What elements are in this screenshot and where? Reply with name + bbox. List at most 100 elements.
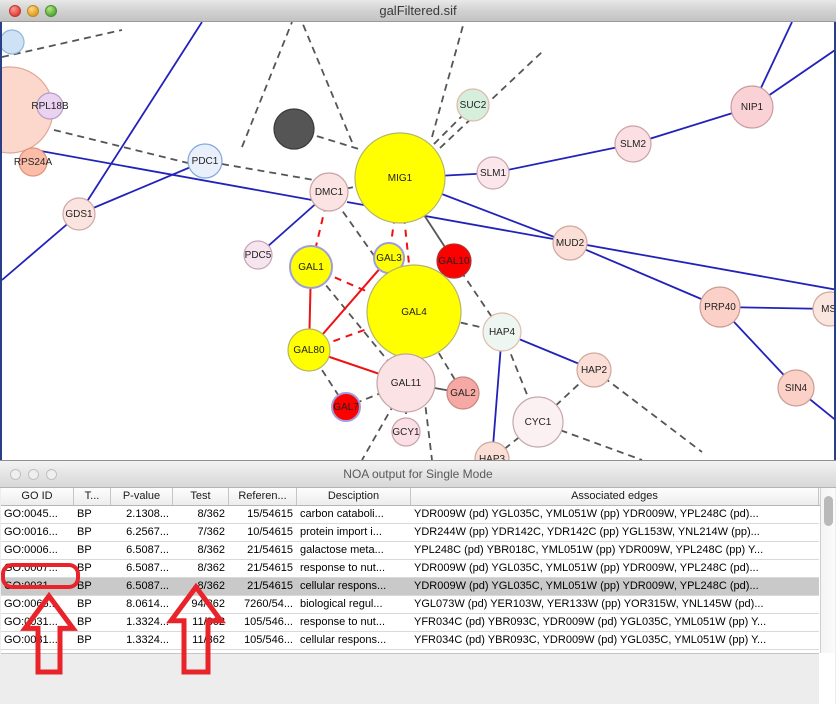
graph-edge[interactable] — [53, 129, 189, 164]
node-circle[interactable] — [273, 108, 315, 150]
column-header-go-id[interactable]: GO ID — [1, 488, 74, 505]
node-circle[interactable] — [436, 243, 472, 279]
table-body[interactable]: GO:0045... BP 2.1308... 8/362 15/54615 carbon… — [1, 506, 819, 653]
node-circle[interactable] — [289, 245, 333, 289]
node-circle[interactable] — [243, 240, 273, 270]
node-circle[interactable] — [187, 143, 223, 179]
table-row[interactable]: GO:0007... BP 6.5087... 8/362 21/54615 respon… — [1, 560, 819, 578]
dialog-maximize-button[interactable] — [46, 469, 57, 480]
node-circle[interactable] — [456, 88, 490, 122]
graph-node-hap2[interactable]: HAP2 — [576, 352, 612, 388]
table-row[interactable]: GO:0031... BP 1.3324... 11/362 105/546... res… — [1, 614, 819, 632]
graph-edge[interactable] — [491, 331, 503, 460]
column-header-associated-edges[interactable]: Associated edges — [411, 488, 819, 505]
node-circle[interactable] — [331, 392, 361, 422]
graph-edge[interactable] — [346, 201, 834, 291]
node-circle[interactable] — [287, 328, 331, 372]
graph-edge[interactable] — [241, 22, 293, 148]
graph-node-gal2[interactable]: GAL2 — [446, 376, 480, 410]
graph-edge[interactable] — [569, 242, 721, 308]
graph-node-suc2[interactable]: SUC2 — [456, 88, 490, 122]
column-header-desciption[interactable]: Desciption — [297, 488, 411, 505]
node-circle[interactable] — [512, 396, 564, 448]
graph-node-gcy1[interactable]: GCY1 — [391, 417, 421, 447]
minimize-button[interactable] — [27, 5, 39, 17]
table-vertical-scrollbar[interactable] — [820, 488, 835, 653]
table-scrollbar-thumb[interactable] — [824, 496, 833, 526]
graph-node-gal4[interactable]: GAL4 — [366, 264, 462, 360]
table-row[interactable]: GO:0006... BP 6.5087... 8/362 21/54615 galact… — [1, 542, 819, 560]
table-row[interactable]: GO:0065... BP 8.0614... 94/362 7260/54... bio… — [1, 596, 819, 614]
graph-edge[interactable] — [78, 160, 206, 215]
node-circle[interactable] — [730, 85, 774, 129]
node-circle[interactable] — [552, 225, 588, 261]
graph-node-gal1[interactable]: GAL1 — [289, 245, 333, 289]
dialog-close-button[interactable] — [10, 469, 21, 480]
node-circle[interactable] — [482, 312, 522, 352]
graph-node-hap3[interactable]: HAP3 — [474, 441, 510, 460]
network-graph[interactable]: RPL18BRPS24AGDS1PDC1PDC5DMC1MIG1SUC2SLM1… — [2, 22, 834, 460]
graph-node-mig1[interactable]: MIG1 — [354, 132, 446, 224]
close-button[interactable] — [9, 5, 21, 17]
graph-node-gal7[interactable]: GAL7 — [331, 392, 361, 422]
graph-edge[interactable] — [439, 51, 543, 149]
table-row[interactable]: GO:0045... BP 2.1308... 8/362 15/54615 carbon… — [1, 506, 819, 524]
graph-node-gds1[interactable]: GDS1 — [62, 197, 96, 231]
graph-node-prp40[interactable]: PRP40 — [699, 286, 741, 328]
node-circle[interactable] — [18, 147, 48, 177]
graph-node-gal11[interactable]: GAL11 — [376, 353, 436, 413]
graph-node-dmc1[interactable]: DMC1 — [309, 172, 349, 212]
node-circle[interactable] — [812, 291, 834, 327]
column-header-t[interactable]: T... — [74, 488, 111, 505]
column-header-referen[interactable]: Referen... — [229, 488, 297, 505]
node-circle[interactable] — [62, 197, 96, 231]
graph-edge[interactable] — [301, 22, 353, 143]
graph-node[interactable] — [273, 108, 315, 150]
graph-node-gal10[interactable]: GAL10 — [436, 243, 472, 279]
column-header-p-value[interactable]: P-value — [111, 488, 173, 505]
graph-node-gal80[interactable]: GAL80 — [287, 328, 331, 372]
node-circle[interactable] — [699, 286, 741, 328]
graph-edge[interactable] — [431, 22, 465, 138]
graph-edge[interactable] — [221, 163, 315, 181]
graph-node-mud2[interactable]: MUD2 — [552, 225, 588, 261]
table-row[interactable]: GO:0016... BP 6.2567... 7/362 10/54615 protei… — [1, 524, 819, 542]
graph-edge[interactable] — [2, 143, 313, 201]
node-circle[interactable] — [366, 264, 462, 360]
graph-node-cyc1[interactable]: CYC1 — [512, 396, 564, 448]
node-circle[interactable] — [777, 369, 815, 407]
node-circle[interactable] — [446, 376, 480, 410]
node-circle[interactable] — [36, 92, 64, 120]
node-circle[interactable] — [309, 172, 349, 212]
table-row[interactable]: GO:0031... BP 6.5087... 8/362 21/54615 cellul… — [1, 578, 819, 596]
network-canvas[interactable]: RPL18B RPS24A GDS1 PDC1 PDC5 DMC1 MIG1 SUC2 SLM1… — [0, 22, 836, 460]
graph-edge[interactable] — [78, 22, 203, 215]
cell-type: BP — [77, 598, 92, 610]
graph-node-slm1[interactable]: SLM1 — [476, 156, 510, 190]
node-circle[interactable] — [614, 125, 652, 163]
graph-node-pdc5[interactable]: PDC5 — [243, 240, 273, 270]
graph-edge[interactable] — [593, 369, 703, 453]
graph-node-hap4[interactable]: HAP4 — [482, 312, 522, 352]
maximize-button[interactable] — [45, 5, 57, 17]
node-circle[interactable] — [474, 441, 510, 460]
node-circle[interactable] — [376, 353, 436, 413]
node-circle[interactable] — [576, 352, 612, 388]
graph-node-slm2[interactable]: SLM2 — [614, 125, 652, 163]
table-row[interactable]: GO:0031... BP 1.3324... 11/362 105/546... cel… — [1, 632, 819, 650]
column-header-test[interactable]: Test — [173, 488, 229, 505]
graph-node-sin4[interactable]: SIN4 — [777, 369, 815, 407]
graph-edge[interactable] — [2, 29, 123, 58]
graph-edge[interactable] — [492, 143, 634, 174]
node-circle[interactable] — [2, 29, 25, 55]
node-circle[interactable] — [354, 132, 446, 224]
graph-edge[interactable] — [399, 177, 415, 313]
graph-node-pdc1[interactable]: PDC1 — [187, 143, 223, 179]
graph-node-nip1[interactable]: NIP1 — [730, 85, 774, 129]
dialog-minimize-button[interactable] — [28, 469, 39, 480]
graph-node-msi[interactable]: MSI — [812, 291, 834, 327]
node-circle[interactable] — [476, 156, 510, 190]
graph-edge[interactable] — [2, 213, 80, 281]
graph-node[interactable] — [2, 29, 25, 55]
node-circle[interactable] — [391, 417, 421, 447]
